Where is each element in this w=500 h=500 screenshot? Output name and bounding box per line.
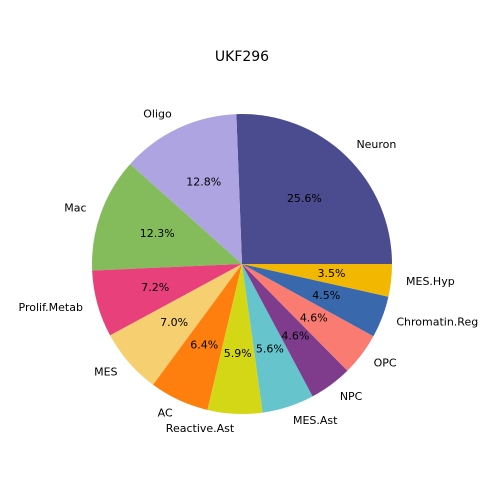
- slice-label: Prolif.Metab: [19, 301, 83, 314]
- value-label: 5.6%: [256, 343, 284, 356]
- pie-slice: [242, 264, 374, 371]
- slice-label: Reactive.Ast: [166, 422, 235, 435]
- slice-label: MES: [94, 365, 117, 378]
- pie-slice: [207, 264, 263, 414]
- value-label: 12.8%: [186, 176, 221, 189]
- value-label: 3.5%: [317, 267, 345, 280]
- slice-label: MES.Hyp: [406, 275, 455, 288]
- slice-label: NPC: [340, 390, 363, 403]
- slice-label: MES.Ast: [293, 414, 338, 427]
- pie-slice: [242, 264, 348, 397]
- slice-label: Oligo: [143, 108, 172, 121]
- pie-slice: [242, 264, 389, 337]
- pie-slice: [236, 114, 392, 264]
- value-label: 4.5%: [312, 289, 340, 302]
- slice-label: Mac: [64, 202, 86, 215]
- value-label: 5.9%: [224, 347, 252, 360]
- value-label: 4.6%: [300, 311, 328, 324]
- slice-label: Chromatin.Reg: [396, 315, 478, 328]
- value-label: 6.4%: [190, 339, 218, 352]
- value-label: 12.3%: [140, 227, 175, 240]
- pie-slice: [130, 114, 242, 264]
- chart-title: UKF296: [215, 49, 269, 65]
- value-label: 7.2%: [141, 281, 169, 294]
- pie-slice: [110, 264, 242, 385]
- pie-slice: [242, 264, 393, 297]
- value-label: 7.0%: [160, 316, 188, 329]
- slice-label: OPC: [374, 356, 397, 369]
- value-label: 25.6%: [287, 192, 322, 205]
- pie-slice: [92, 164, 242, 271]
- value-label: 4.6%: [281, 329, 309, 342]
- pie-slice: [153, 264, 242, 410]
- slice-label: AC: [158, 407, 173, 420]
- pie-slice: [92, 264, 243, 336]
- pie-slice: [242, 264, 313, 413]
- slice-label: Neuron: [356, 138, 396, 151]
